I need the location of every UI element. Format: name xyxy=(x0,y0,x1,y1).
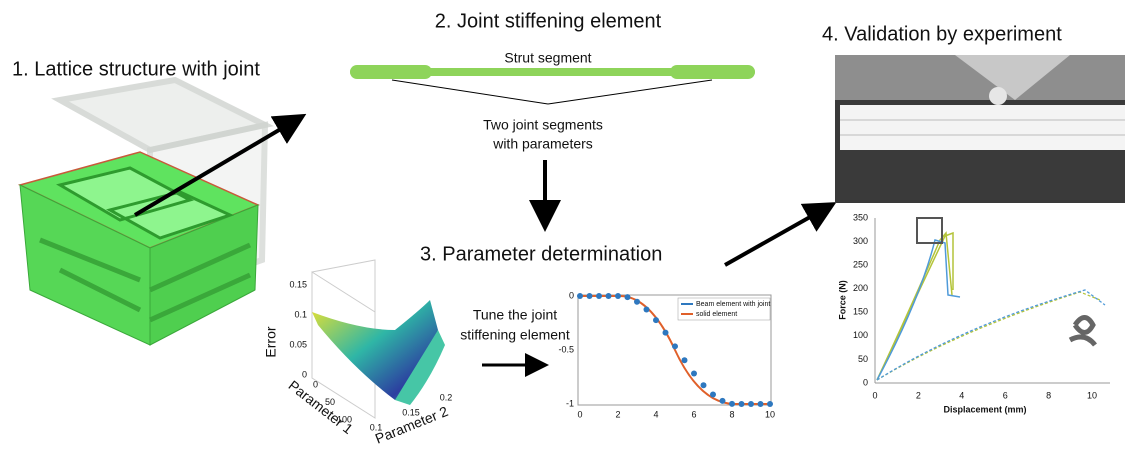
marker-dot xyxy=(691,371,697,377)
panel-title: 3. Parameter determination xyxy=(420,243,662,265)
y-tick-label: 50 xyxy=(858,354,868,364)
marker-dot xyxy=(739,401,745,407)
y-tick-label: 0 xyxy=(863,377,868,387)
x-tick-label: 2 xyxy=(916,390,921,400)
marker-dot xyxy=(625,294,631,300)
experiment-photo xyxy=(835,55,1125,203)
panel-title: 4. Validation by experiment xyxy=(822,23,1062,45)
z-tick-label: 0.05 xyxy=(289,339,307,349)
joint-label: with parameters xyxy=(492,136,593,152)
marker-dot xyxy=(596,293,602,299)
x-tick-label: 0 xyxy=(577,409,582,419)
z-tick-label: 0 xyxy=(302,369,307,379)
marker-dot xyxy=(606,293,612,299)
z-tick-label: 0.15 xyxy=(289,279,307,289)
marker-dot xyxy=(634,299,640,305)
x-tick-label: 4 xyxy=(959,390,964,400)
y-tick-label: 350 xyxy=(853,212,868,222)
page: 1. Lattice structure with joint 2. Joint… xyxy=(0,0,1133,452)
x-tick-label: 4 xyxy=(653,409,658,419)
y-tick-label: 0.1 xyxy=(370,422,383,432)
joint-label: Two joint segments xyxy=(483,117,603,133)
x-tick-label: 8 xyxy=(729,409,734,419)
y-tick-label: 0.15 xyxy=(402,407,420,417)
marker-dot xyxy=(701,382,707,388)
marker-dot xyxy=(758,401,764,407)
panel-title: 1. Lattice structure with joint xyxy=(12,58,260,80)
marker-dot xyxy=(663,330,669,336)
legend-entry: Beam element with joint xyxy=(696,301,770,308)
marker-dot xyxy=(653,317,659,323)
x-axis-label: Parameter 1 xyxy=(286,377,357,437)
figure: 1. Lattice structure with joint 2. Joint… xyxy=(0,0,1133,447)
marker-dot xyxy=(672,343,678,349)
marker-dot xyxy=(587,293,593,299)
y-tick-label: 300 xyxy=(853,236,868,246)
y-tick-label: 200 xyxy=(853,283,868,293)
marker-dot xyxy=(577,293,583,299)
strut-illustration xyxy=(350,65,755,104)
y-tick-label: -1 xyxy=(566,398,574,408)
tune-label: Tune the joint xyxy=(473,307,557,323)
panel-title: 2. Joint stiffening element xyxy=(435,10,662,32)
marker-dot xyxy=(710,392,716,398)
z-axis-label: Error xyxy=(263,326,279,357)
x-tick-label: 6 xyxy=(691,409,696,419)
legend-entry: solid element xyxy=(696,311,737,318)
surface-plot xyxy=(312,260,445,418)
x-tick-label: 0 xyxy=(313,379,318,389)
tune-label: stiffening element xyxy=(460,327,570,343)
marker-dot xyxy=(767,401,773,407)
y-tick-label: 250 xyxy=(853,260,868,270)
marker-dot xyxy=(615,293,621,299)
x-tick-label: 10 xyxy=(1087,390,1097,400)
marker-dot xyxy=(720,398,726,404)
y-tick-label: -0.5 xyxy=(558,344,574,354)
x-tick-label: 6 xyxy=(1003,390,1008,400)
y-axis-label: Force (N) xyxy=(837,280,847,320)
marker-dot xyxy=(748,401,754,407)
x-tick-label: 50 xyxy=(325,397,335,407)
x-tick-label: 0 xyxy=(872,390,877,400)
z-tick-label: 0.1 xyxy=(294,309,307,319)
y-tick-label: 0 xyxy=(569,290,574,300)
x-tick-label: 8 xyxy=(1046,390,1051,400)
y-tick-label: 150 xyxy=(853,307,868,317)
strut-label: Strut segment xyxy=(504,50,591,66)
y-tick-label: 100 xyxy=(853,330,868,340)
marker-dot xyxy=(644,307,650,313)
force-plot xyxy=(875,218,1110,383)
beam-plot xyxy=(577,293,773,407)
x-tick-label: 10 xyxy=(765,409,775,419)
x-axis-label: Displacement (mm) xyxy=(943,404,1026,414)
y-tick-label: 0.2 xyxy=(440,392,453,402)
x-tick-label: 2 xyxy=(615,409,620,419)
marker-dot xyxy=(682,357,688,363)
x-tick-label: 100 xyxy=(337,414,352,424)
marker-dot xyxy=(729,401,735,407)
